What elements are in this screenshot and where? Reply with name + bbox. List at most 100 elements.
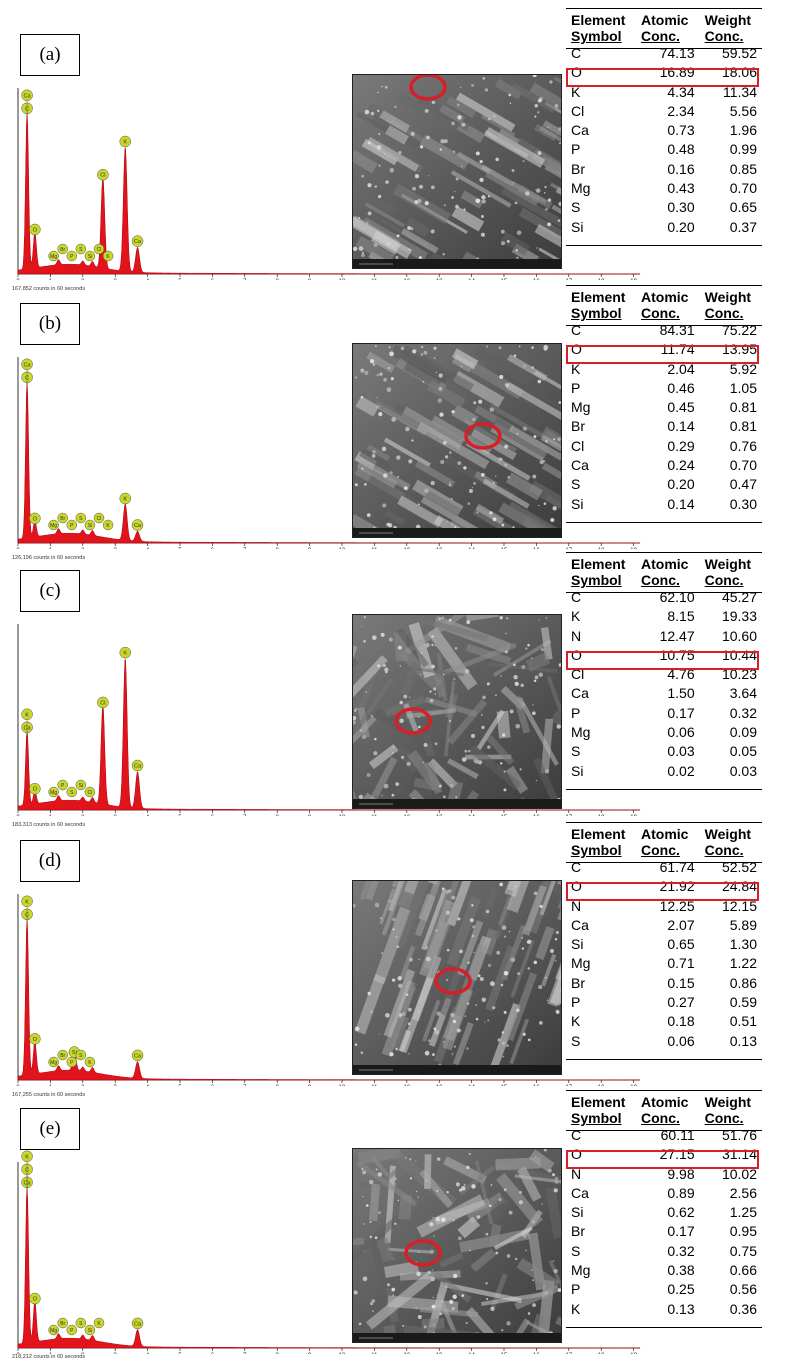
x-tick-label: 1 <box>49 1353 53 1354</box>
peak-tag-label: P <box>70 254 74 260</box>
column-header-line: Conc. <box>641 1110 680 1126</box>
atomic-conc: 0.15 <box>667 974 695 991</box>
x-tick-label: 10 <box>339 1353 346 1354</box>
eds-composition-table: Element Symbol Atomic Conc. Weight Conc. C 60.1… <box>566 1090 762 1328</box>
weight-conc: 59.52 <box>721 45 757 61</box>
table-row: Br 0.17 0.95 <box>566 1222 762 1241</box>
eds-spectrum-chart: 012345678910111213141516171819CaCKOCaMgB… <box>16 1150 641 1354</box>
weight-conc: 0.05 <box>729 743 757 760</box>
element-symbol: Ca <box>571 916 589 933</box>
table-row: P 0.25 0.56 <box>566 1280 762 1299</box>
table-row: Ca 0.24 0.70 <box>566 456 762 475</box>
atomic-conc: 8.15 <box>667 608 695 625</box>
peak-tag <box>21 895 33 908</box>
table-rule <box>566 48 762 49</box>
atomic-conc: 0.14 <box>667 495 695 512</box>
x-tick-label: 0 <box>16 279 20 280</box>
figure-panel: (e)012345678910111213141516171819CaCKOCa… <box>0 1090 785 1360</box>
table-row: C 84.31 75.22 <box>566 321 762 340</box>
table-row: P 0.46 1.05 <box>566 379 762 398</box>
element-symbol: Ca <box>571 1184 589 1201</box>
x-tick-label: 9 <box>308 815 312 816</box>
column-header: Element Symbol <box>566 556 636 588</box>
element-symbol: N <box>571 627 582 644</box>
table-row: Si 0.14 0.30 <box>566 495 762 514</box>
eds-spectrum-chart: 012345678910111213141516171819CCaOClKCaM… <box>16 88 641 280</box>
table-row: Cl 4.76 10.23 <box>566 665 762 684</box>
table-row: Br 0.15 0.86 <box>566 974 762 993</box>
weight-conc: 0.81 <box>729 418 757 435</box>
peak-tag-label: Si <box>72 1050 77 1056</box>
column-header-line: Element <box>571 289 626 305</box>
table-row: N 9.98 10.02 <box>566 1165 762 1184</box>
panel-label: (d) <box>20 840 80 882</box>
element-symbol: N <box>571 1165 582 1182</box>
column-header-line: Weight <box>704 12 752 28</box>
x-tick-label: 13 <box>436 548 443 549</box>
x-tick-label: 14 <box>468 1353 475 1354</box>
peak-tag-label: P <box>70 523 74 529</box>
peak-tag <box>57 243 68 255</box>
x-tick-label: 14 <box>468 815 475 816</box>
x-tick-label: 10 <box>339 1085 346 1086</box>
table-rule <box>566 8 762 9</box>
peak-tag <box>29 1292 41 1305</box>
peak-tag-label: P <box>70 1328 74 1334</box>
peak-tag-label: K <box>25 1154 29 1160</box>
atomic-conc: 0.24 <box>667 457 695 474</box>
table-row: Ca 0.89 2.56 <box>566 1184 762 1203</box>
atomic-conc: 0.71 <box>667 955 695 972</box>
counts-caption: 167,852 counts in 60 seconds <box>12 286 86 292</box>
peak-tag <box>29 782 41 795</box>
peak-tag-label: K <box>25 712 29 718</box>
x-tick-label: 16 <box>533 815 540 816</box>
column-header-line: Atomic <box>641 289 689 305</box>
table-rule <box>566 552 762 553</box>
table-row: S 0.03 0.05 <box>566 742 762 761</box>
x-tick-label: 5 <box>178 548 182 549</box>
weight-conc: 0.70 <box>729 457 757 474</box>
atomic-conc: 0.27 <box>667 994 695 1011</box>
element-symbol: S <box>571 199 581 216</box>
sem-micrograph <box>352 1148 562 1343</box>
x-tick-label: 14 <box>468 1085 475 1086</box>
x-tick-label: 1 <box>49 279 53 280</box>
column-header: Element Symbol <box>566 826 636 858</box>
x-tick-label: 0 <box>16 815 20 816</box>
column-header-line: Symbol <box>571 305 622 321</box>
element-symbol: Br <box>571 1223 585 1240</box>
weight-conc: 0.75 <box>729 1242 757 1259</box>
peak-tag-label: Ca <box>24 725 32 731</box>
column-header-line: Symbol <box>571 1110 622 1126</box>
atomic-conc: 4.34 <box>667 83 695 100</box>
x-tick-label: 9 <box>308 548 312 549</box>
atomic-conc: 0.17 <box>667 704 695 721</box>
peak-tag <box>66 786 78 798</box>
x-tick-label: 2 <box>81 548 85 549</box>
weight-conc: 45.27 <box>721 589 757 605</box>
atomic-conc: 0.02 <box>667 762 695 779</box>
peak-tag-label: Cl <box>97 247 102 253</box>
atomic-conc: 0.29 <box>667 437 695 454</box>
weight-conc: 0.30 <box>729 495 757 512</box>
weight-conc: 3.64 <box>729 685 757 702</box>
peak-tag-label: Br <box>60 1321 65 1327</box>
eds-spectrum-chart: 012345678910111213141516171819CaKOClKCaM… <box>16 624 641 816</box>
table-rule <box>566 522 762 523</box>
x-tick-label: 13 <box>436 815 443 816</box>
analysis-spot-marker <box>394 707 432 735</box>
x-tick-label: 18 <box>598 1353 605 1354</box>
atomic-conc: 12.47 <box>659 627 695 644</box>
x-tick-label: 8 <box>276 548 280 549</box>
peak-tag-label: Si <box>79 783 83 789</box>
spectrum-area <box>17 380 641 544</box>
analysis-spot-marker <box>434 967 472 995</box>
column-header-line: Symbol <box>571 572 622 588</box>
peak-tag-label: Mg <box>50 254 57 260</box>
element-symbol: P <box>571 379 581 396</box>
element-symbol: C <box>571 859 582 875</box>
element-symbol: K <box>571 1300 581 1317</box>
x-tick-label: 13 <box>436 1353 443 1354</box>
table-row: N 12.25 12.15 <box>566 897 762 916</box>
atomic-conc: 60.11 <box>660 1127 695 1143</box>
